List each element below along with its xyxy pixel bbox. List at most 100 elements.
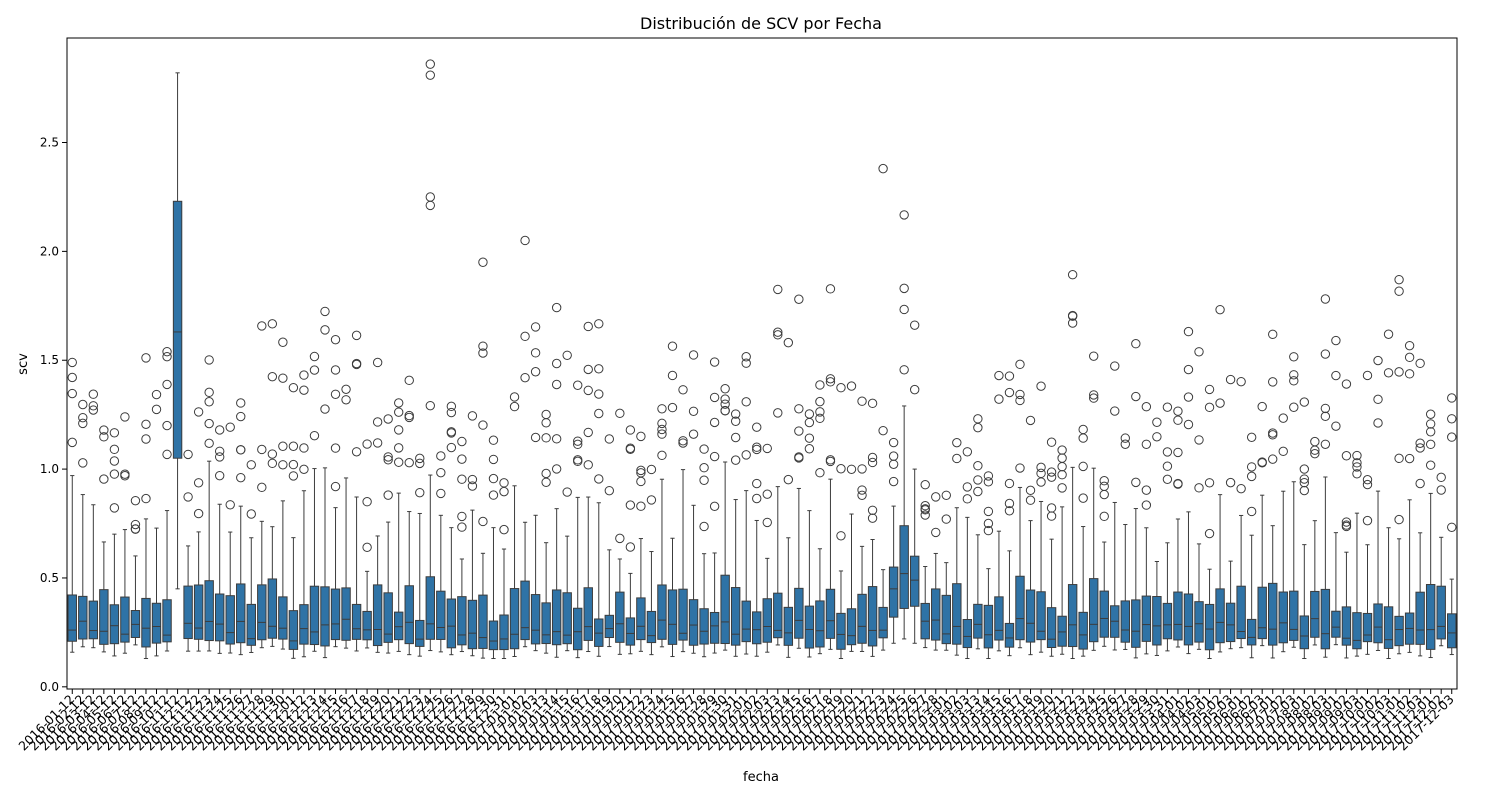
outlier-point (983, 471, 994, 481)
box-2016-12-23 (415, 453, 425, 657)
outlier-point (952, 453, 962, 464)
box-iqr (1204, 603, 1215, 651)
outlier-point (794, 453, 804, 463)
outlier-point (773, 284, 783, 295)
outlier-point (667, 370, 678, 381)
outlier-point (1141, 500, 1152, 510)
box-2017-03-23 (1078, 424, 1088, 657)
outlier-point (920, 480, 930, 490)
outlier-point (857, 396, 867, 406)
outlier-point (278, 460, 288, 470)
outlier-point (1320, 439, 1331, 449)
outlier-point (888, 476, 899, 487)
box-2017-02-26 (909, 320, 920, 644)
outlier-point (383, 414, 393, 424)
box-2017-02-16 (804, 409, 815, 658)
outlier-point (1425, 409, 1436, 419)
outlier-point (1089, 390, 1099, 400)
outlier-point (825, 374, 836, 384)
outlier-point (436, 451, 446, 461)
box-2016-12-18 (362, 439, 372, 649)
outlier-point (1436, 485, 1446, 495)
outlier-point (688, 406, 699, 416)
outlier-point (162, 351, 172, 362)
outlier-point (783, 474, 794, 485)
box-iqr (509, 588, 520, 650)
outlier-point (246, 460, 256, 470)
outlier-point (878, 425, 888, 436)
outlier-point (478, 420, 488, 430)
outlier-point (983, 525, 994, 536)
box-2017-03-24 (1088, 351, 1099, 651)
outlier-point (383, 490, 393, 500)
outlier-point (1447, 414, 1457, 424)
outlier-point (394, 443, 404, 453)
outlier-point (330, 389, 341, 399)
outlier-point (67, 437, 77, 448)
box-iqr (446, 598, 457, 649)
outlier-point (288, 441, 299, 451)
box-2017-01-25 (667, 341, 678, 658)
outlier-point (1141, 485, 1152, 495)
box-iqr (404, 585, 414, 645)
outlier-point (888, 451, 899, 461)
box-2016-12-14 (320, 306, 330, 659)
box-2017-03-18 (1025, 415, 1036, 656)
box-iqr (878, 606, 888, 639)
outlier-point (1257, 458, 1267, 468)
outlier-point (836, 464, 846, 474)
outlier-point (351, 447, 362, 457)
box-iqr (162, 599, 172, 643)
box-2017-01-22 (636, 431, 646, 652)
outlier-point (794, 294, 804, 304)
outlier-point (278, 373, 288, 383)
box-2016-12-31 (499, 478, 509, 660)
outlier-point (330, 365, 341, 375)
outlier-point (867, 513, 878, 523)
box-2016-11-24 (214, 425, 225, 654)
outlier-point (594, 319, 604, 329)
outlier-point (320, 404, 330, 414)
x-axis-label: fecha (743, 770, 779, 785)
outlier-point (204, 397, 214, 407)
outlier-point (1341, 451, 1352, 461)
box-2016-06-12 (120, 412, 130, 654)
outlier-point (867, 452, 878, 463)
outlier-point (709, 357, 720, 367)
box-2016-12-12 (299, 370, 309, 658)
outlier-point (499, 486, 509, 497)
box-iqr (962, 619, 973, 649)
outlier-point (1404, 453, 1415, 464)
outlier-point (151, 389, 162, 400)
box-2016-12-30 (488, 435, 499, 660)
outlier-point (162, 449, 172, 460)
outlier-point (657, 429, 667, 439)
box-2017-01-13 (541, 409, 551, 654)
outlier-point (1099, 511, 1109, 522)
outlier-point (794, 404, 804, 414)
outlier-point (752, 493, 762, 504)
box-iqr (1341, 606, 1352, 646)
outlier-point (1415, 358, 1425, 369)
outlier-point (1383, 329, 1394, 339)
box-iqr (825, 588, 836, 639)
outlier-point (1331, 370, 1341, 381)
outlier-point (941, 490, 951, 501)
box-iqr (1236, 585, 1246, 640)
box-2017-09-03 (1352, 450, 1362, 657)
outlier-point (1131, 477, 1141, 488)
outlier-point (1246, 432, 1257, 443)
box-2017-02-17 (815, 380, 825, 655)
outlier-point (425, 59, 435, 69)
outlier-point (520, 235, 530, 246)
box-iqr (1394, 615, 1404, 647)
outlier-point (1415, 438, 1425, 448)
box-iqr (899, 525, 909, 609)
outlier-point (1183, 364, 1194, 375)
box-2016-12-25 (436, 451, 446, 653)
outlier-point (1246, 462, 1257, 472)
box-iqr (646, 610, 657, 644)
outlier-point (457, 511, 467, 522)
outlier-point (541, 468, 551, 479)
box-iqr (773, 592, 783, 639)
